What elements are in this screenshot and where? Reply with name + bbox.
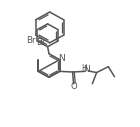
- Text: Br: Br: [36, 38, 46, 47]
- Text: O: O: [71, 82, 77, 91]
- Text: N: N: [58, 54, 65, 64]
- Text: Br: Br: [26, 36, 36, 45]
- Text: H: H: [82, 64, 87, 73]
- Text: N: N: [83, 65, 90, 74]
